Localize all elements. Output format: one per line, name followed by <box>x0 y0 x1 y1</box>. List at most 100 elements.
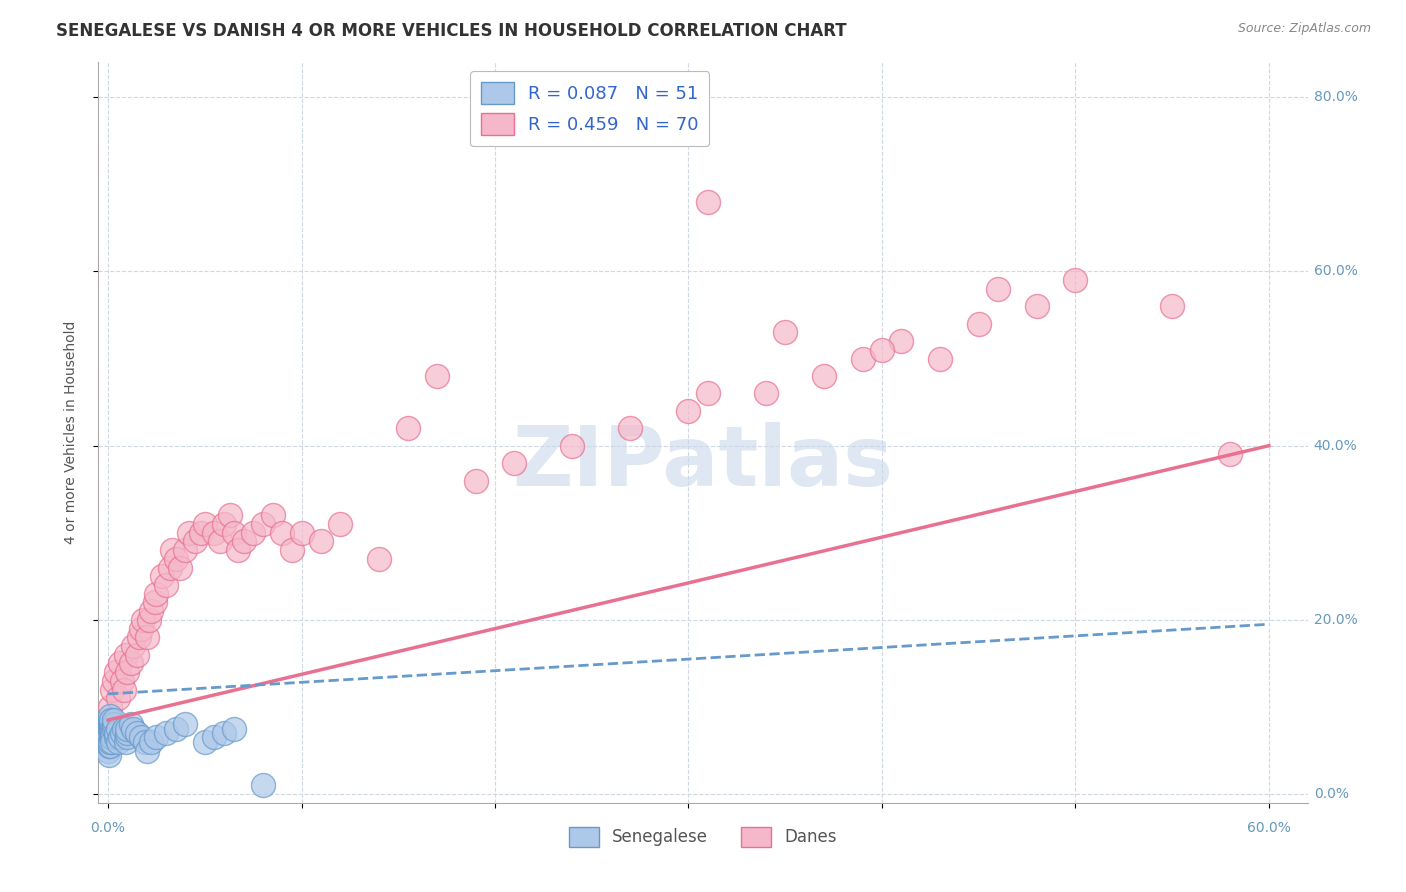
Point <box>135 630 157 644</box>
Point <box>135 743 157 757</box>
Point <box>98 708 121 723</box>
Point <box>219 508 242 523</box>
Text: 60.0%: 60.0% <box>1313 265 1358 278</box>
Point <box>98 731 121 745</box>
Point <box>329 517 352 532</box>
Point <box>169 560 191 574</box>
Point <box>101 726 124 740</box>
Point <box>870 343 893 357</box>
Point <box>127 648 149 662</box>
Point <box>100 717 122 731</box>
Point <box>103 717 125 731</box>
Point <box>209 534 232 549</box>
Point <box>212 726 235 740</box>
Point <box>179 525 201 540</box>
Point <box>117 726 139 740</box>
Point <box>114 648 136 662</box>
Point <box>212 517 235 532</box>
Point <box>100 726 122 740</box>
Point <box>127 726 149 740</box>
Point <box>1025 299 1047 313</box>
Point <box>929 351 952 366</box>
Point <box>98 722 121 736</box>
Point <box>103 722 125 736</box>
Point <box>100 731 122 745</box>
Point <box>120 717 142 731</box>
Point <box>262 508 284 523</box>
Point <box>100 722 122 736</box>
Point <box>226 543 249 558</box>
Point <box>290 525 312 540</box>
Text: ZIPatlas: ZIPatlas <box>513 422 893 503</box>
Text: 0.0%: 0.0% <box>90 822 125 835</box>
Point <box>114 735 136 749</box>
Point <box>98 739 121 754</box>
Point <box>426 369 449 384</box>
Point <box>271 525 294 540</box>
Point <box>890 334 912 348</box>
Point <box>132 613 155 627</box>
Point <box>222 525 245 540</box>
Legend: Senegalese, Danes: Senegalese, Danes <box>562 820 844 854</box>
Point <box>98 726 121 740</box>
Point <box>120 657 142 671</box>
Point <box>107 735 129 749</box>
Point <box>117 665 139 680</box>
Point <box>232 534 254 549</box>
Point <box>165 722 187 736</box>
Point <box>145 587 167 601</box>
Text: 0.0%: 0.0% <box>1313 787 1348 801</box>
Point <box>222 722 245 736</box>
Point <box>129 622 152 636</box>
Point <box>252 778 274 792</box>
Point <box>98 713 121 727</box>
Point <box>967 317 990 331</box>
Point <box>107 722 129 736</box>
Text: 60.0%: 60.0% <box>1247 822 1291 835</box>
Point <box>104 665 127 680</box>
Point <box>108 731 131 745</box>
Point <box>138 613 160 627</box>
Point <box>100 713 122 727</box>
Point <box>112 682 135 697</box>
Point <box>107 691 129 706</box>
Point <box>561 439 583 453</box>
Text: 20.0%: 20.0% <box>1313 613 1357 627</box>
Point <box>194 517 217 532</box>
Y-axis label: 4 or more Vehicles in Household: 4 or more Vehicles in Household <box>63 321 77 544</box>
Point <box>368 552 391 566</box>
Point <box>678 404 700 418</box>
Point <box>155 726 177 740</box>
Point <box>98 700 121 714</box>
Point <box>101 731 124 745</box>
Point <box>98 735 121 749</box>
Point <box>97 743 120 757</box>
Point <box>145 731 167 745</box>
Point <box>174 717 197 731</box>
Point <box>155 578 177 592</box>
Point <box>150 569 173 583</box>
Point <box>117 722 139 736</box>
Point <box>143 595 166 609</box>
Point <box>619 421 641 435</box>
Point <box>696 194 718 209</box>
Point <box>160 543 183 558</box>
Point <box>117 731 139 745</box>
Point <box>111 673 134 688</box>
Point <box>464 474 486 488</box>
Point <box>100 722 122 736</box>
Point <box>309 534 332 549</box>
Point <box>165 552 187 566</box>
Point <box>204 731 226 745</box>
Point <box>128 630 150 644</box>
Point <box>104 731 127 745</box>
Point <box>194 735 217 749</box>
Point <box>103 713 125 727</box>
Point <box>1161 299 1184 313</box>
Point <box>98 717 121 731</box>
Point <box>252 517 274 532</box>
Point <box>773 326 796 340</box>
Point <box>396 421 419 435</box>
Point <box>755 386 778 401</box>
Text: 80.0%: 80.0% <box>1313 90 1358 104</box>
